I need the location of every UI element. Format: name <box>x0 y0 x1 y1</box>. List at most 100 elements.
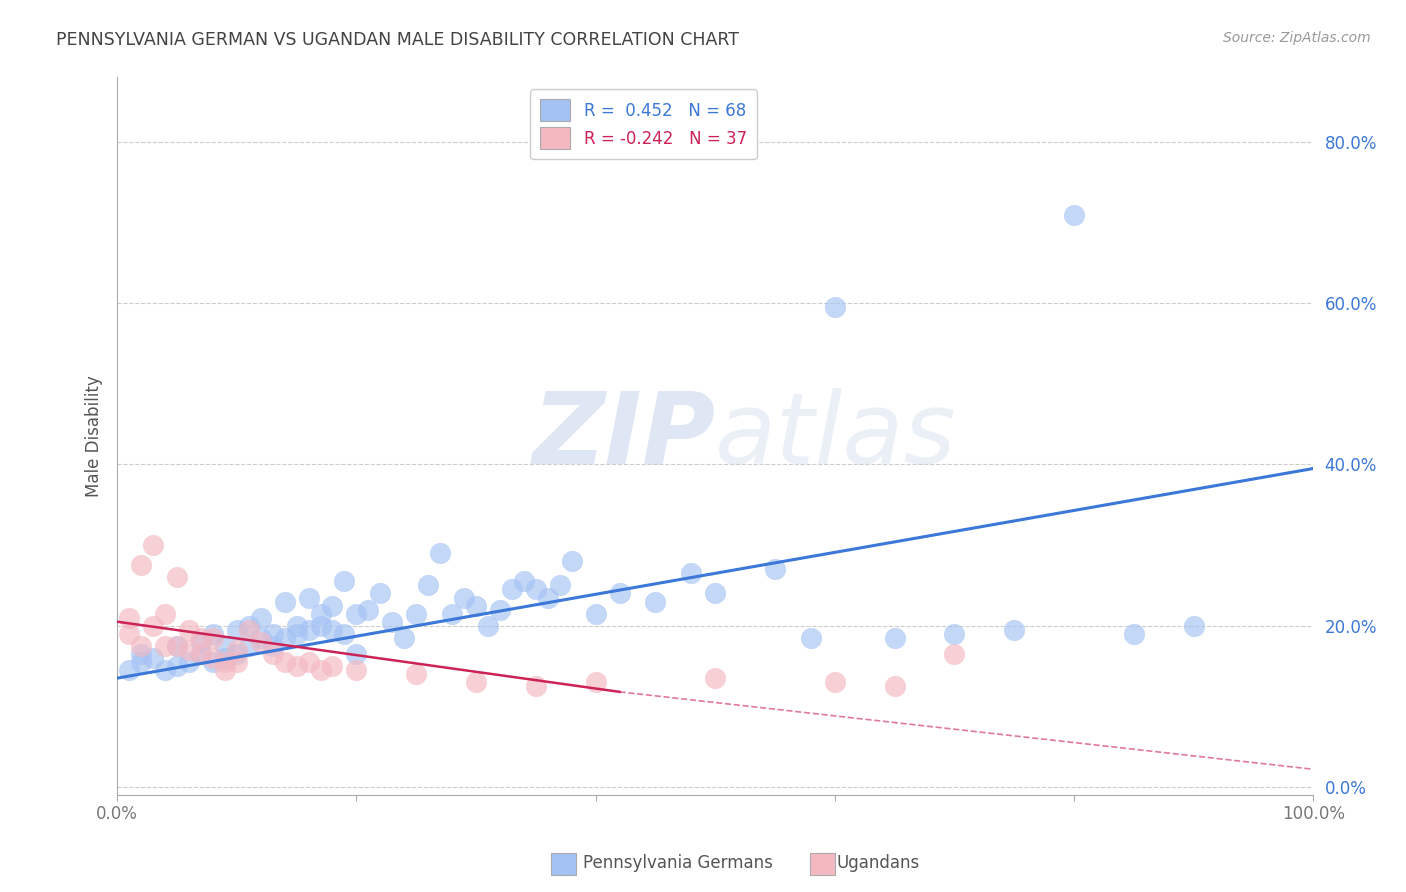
Point <box>214 639 236 653</box>
Point <box>201 655 224 669</box>
Point <box>644 594 666 608</box>
Point <box>585 675 607 690</box>
Point <box>609 586 631 600</box>
Point <box>273 655 295 669</box>
Point <box>214 655 236 669</box>
Point <box>309 663 332 677</box>
Point <box>225 643 247 657</box>
Point <box>501 582 523 597</box>
Point <box>166 570 188 584</box>
Point <box>142 538 165 552</box>
Point <box>142 651 165 665</box>
Point <box>344 647 367 661</box>
Point <box>225 647 247 661</box>
Point <box>585 607 607 621</box>
Point <box>333 574 356 589</box>
Point <box>249 635 271 649</box>
Point <box>824 300 846 314</box>
Point <box>763 562 786 576</box>
Point <box>262 639 284 653</box>
Point <box>153 607 176 621</box>
Point <box>225 655 247 669</box>
Point <box>333 627 356 641</box>
Point <box>321 659 343 673</box>
Point <box>118 610 141 624</box>
Text: Source: ZipAtlas.com: Source: ZipAtlas.com <box>1223 31 1371 45</box>
Point <box>465 599 488 613</box>
Point <box>800 631 823 645</box>
Point <box>177 643 200 657</box>
Legend: R =  0.452   N = 68, R = -0.242   N = 37: R = 0.452 N = 68, R = -0.242 N = 37 <box>530 89 756 159</box>
Point <box>561 554 583 568</box>
Point <box>129 558 152 573</box>
Point <box>190 647 212 661</box>
Point <box>129 647 152 661</box>
Point <box>201 627 224 641</box>
Point <box>309 607 332 621</box>
Point <box>704 586 727 600</box>
Text: ZIP: ZIP <box>533 388 716 484</box>
Point <box>273 631 295 645</box>
Point <box>357 602 380 616</box>
Point <box>489 602 512 616</box>
Text: PENNSYLVANIA GERMAN VS UGANDAN MALE DISABILITY CORRELATION CHART: PENNSYLVANIA GERMAN VS UGANDAN MALE DISA… <box>56 31 740 49</box>
Point <box>225 623 247 637</box>
Point <box>465 675 488 690</box>
Point <box>142 618 165 632</box>
Point <box>441 607 464 621</box>
Point <box>1182 618 1205 632</box>
Point <box>1002 623 1025 637</box>
Point <box>285 659 308 673</box>
Point <box>201 651 224 665</box>
Point <box>201 631 224 645</box>
Point <box>129 639 152 653</box>
Point <box>1122 627 1144 641</box>
Point <box>537 591 560 605</box>
Point <box>321 623 343 637</box>
Point <box>477 618 499 632</box>
Point <box>704 671 727 685</box>
Point <box>238 623 260 637</box>
Point <box>883 679 905 693</box>
Point <box>190 631 212 645</box>
Point <box>943 627 966 641</box>
Point <box>524 679 547 693</box>
Text: Ugandans: Ugandans <box>837 855 920 872</box>
Point <box>262 627 284 641</box>
Point <box>190 647 212 661</box>
Point <box>238 639 260 653</box>
Point <box>153 663 176 677</box>
Point <box>214 663 236 677</box>
Point <box>285 618 308 632</box>
Point <box>429 546 451 560</box>
Point <box>262 647 284 661</box>
Point <box>190 635 212 649</box>
Point <box>177 655 200 669</box>
Point <box>297 655 319 669</box>
Point <box>1063 207 1085 221</box>
Point <box>321 599 343 613</box>
Point <box>824 675 846 690</box>
Point <box>153 639 176 653</box>
Point <box>405 667 427 681</box>
Point <box>249 610 271 624</box>
Point <box>118 627 141 641</box>
Point <box>344 607 367 621</box>
Point <box>524 582 547 597</box>
Point <box>166 639 188 653</box>
Point <box>273 594 295 608</box>
Y-axis label: Male Disability: Male Disability <box>86 376 103 497</box>
Point <box>249 631 271 645</box>
Point <box>177 623 200 637</box>
Point <box>297 591 319 605</box>
Point <box>943 647 966 661</box>
Point <box>370 586 392 600</box>
Point <box>214 651 236 665</box>
Point <box>285 627 308 641</box>
Point <box>129 655 152 669</box>
Point <box>118 663 141 677</box>
Text: Pennsylvania Germans: Pennsylvania Germans <box>583 855 773 872</box>
Point <box>418 578 440 592</box>
Point <box>405 607 427 621</box>
Point <box>381 615 404 629</box>
